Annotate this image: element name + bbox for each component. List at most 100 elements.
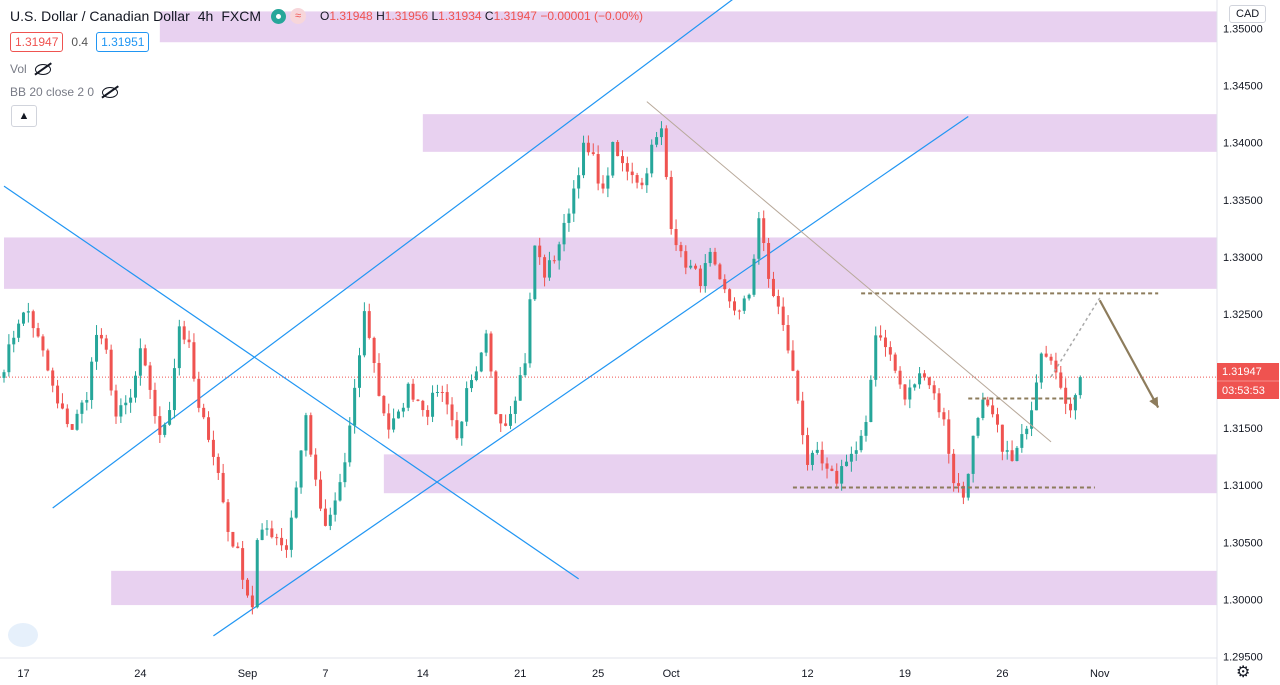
gear-icon[interactable]: ⚙ [1236, 664, 1251, 681]
candle-body [1015, 447, 1019, 461]
candle-body [840, 466, 844, 484]
chart-legend[interactable]: U.S. Dollar / Canadian Dollar 4h FXCM ≈ … [10, 5, 643, 27]
candle-body [864, 422, 868, 436]
candle-body [1000, 424, 1004, 452]
candle-body [596, 154, 600, 184]
bb-label: BB 20 close 2 0 [10, 85, 95, 99]
sell-button[interactable]: 1.31947 [10, 32, 64, 52]
candle-body [372, 337, 376, 364]
candle-body [1069, 403, 1073, 411]
candle-body [21, 312, 25, 324]
candle-body [713, 251, 717, 265]
candle-body [849, 453, 853, 462]
candle-body [918, 373, 922, 385]
candle-body [801, 400, 805, 436]
candle-body [387, 413, 391, 430]
projection-path [1050, 297, 1101, 378]
candle-body [854, 450, 858, 454]
candle-body [835, 470, 839, 484]
time-tick-label: Sep [238, 668, 258, 680]
candle-body [207, 417, 211, 440]
candle-body [679, 245, 683, 252]
candle-body [645, 173, 649, 186]
time-tick-label: 12 [801, 668, 813, 680]
candle-body [202, 407, 206, 418]
price-tick-label: 1.33000 [1223, 252, 1263, 264]
candle-body [270, 528, 274, 538]
candle-body [635, 175, 639, 183]
time-axis[interactable]: 17 24 Sep 7 14 21 25 Oct 12 19 26 Nov [17, 668, 1110, 680]
candle-body [177, 326, 181, 369]
candle-body [747, 294, 751, 299]
zone [4, 237, 1217, 289]
time-tick-label: 26 [996, 668, 1008, 680]
time-tick-label: 14 [417, 668, 429, 680]
time-tick-label: Nov [1090, 668, 1110, 680]
price-axis[interactable]: 1.35000 1.34500 1.34000 1.33500 1.33000 1.325… [1223, 24, 1263, 664]
volume-label: Vol [10, 62, 27, 76]
candle-body [1073, 395, 1077, 411]
candle-body [163, 424, 167, 435]
candle-body [474, 371, 478, 381]
candle-body [616, 141, 620, 157]
interval[interactable]: 4h [197, 8, 214, 24]
trendlines[interactable] [3, 0, 969, 637]
candle-body [927, 377, 931, 386]
candle-body [908, 387, 912, 400]
candle-body [879, 335, 883, 338]
candle-body [431, 392, 435, 417]
volume-indicator[interactable]: Vol [10, 62, 51, 76]
candle-body [708, 251, 712, 264]
candle-body [70, 424, 74, 430]
candle-body [168, 410, 172, 425]
symbol-name[interactable]: U.S. Dollar / Canadian Dollar [10, 8, 190, 24]
price-tick-label: 1.32500 [1223, 309, 1263, 321]
candle-body [426, 410, 430, 417]
candle-body [284, 545, 288, 550]
candle-body [820, 449, 824, 464]
candle-body [898, 370, 902, 385]
chevron-up-icon[interactable]: ▲ [11, 105, 37, 127]
candle-body [133, 375, 137, 398]
tradingview-logo-icon[interactable] [8, 623, 38, 647]
arrowhead [1149, 396, 1159, 408]
price-tick-label: 1.30500 [1223, 537, 1263, 549]
spread-value: 0.4 [71, 35, 89, 49]
candle-body [1020, 434, 1024, 448]
currency-badge[interactable]: CAD [1229, 5, 1267, 23]
candle-body [187, 339, 191, 343]
candle-body [922, 373, 926, 378]
buy-button[interactable]: 1.31951 [96, 32, 150, 52]
candle-body [124, 402, 128, 406]
candle-body [75, 413, 79, 430]
candle-body [1054, 360, 1058, 373]
candle-body [12, 337, 16, 345]
candle-body [241, 548, 245, 580]
candle-body [1034, 382, 1038, 411]
candle-body [470, 380, 474, 389]
price-tick-label: 1.30000 [1223, 594, 1263, 606]
candle-body [620, 156, 624, 164]
candle-body [913, 384, 917, 388]
candle-body [888, 347, 892, 355]
candle-body [625, 163, 629, 172]
candle-body [489, 333, 493, 372]
candle-body [518, 375, 522, 401]
candle-body [499, 414, 503, 424]
candle-body [1064, 387, 1068, 404]
candle-body [85, 399, 89, 403]
candle-body [99, 334, 103, 339]
candle-body [762, 218, 766, 244]
candle-body [810, 452, 814, 465]
candle-body [1039, 353, 1043, 383]
price-tick-label: 1.33500 [1223, 195, 1263, 207]
candle-body [221, 472, 225, 503]
projection-arrow [1098, 299, 1160, 409]
candle-body [41, 336, 45, 351]
zone [111, 570, 1217, 606]
eye-hidden-icon[interactable] [102, 86, 119, 98]
bollinger-indicator[interactable]: BB 20 close 2 0 [10, 85, 119, 99]
annotations[interactable] [646, 101, 1160, 489]
eye-hidden-icon[interactable] [34, 63, 51, 75]
